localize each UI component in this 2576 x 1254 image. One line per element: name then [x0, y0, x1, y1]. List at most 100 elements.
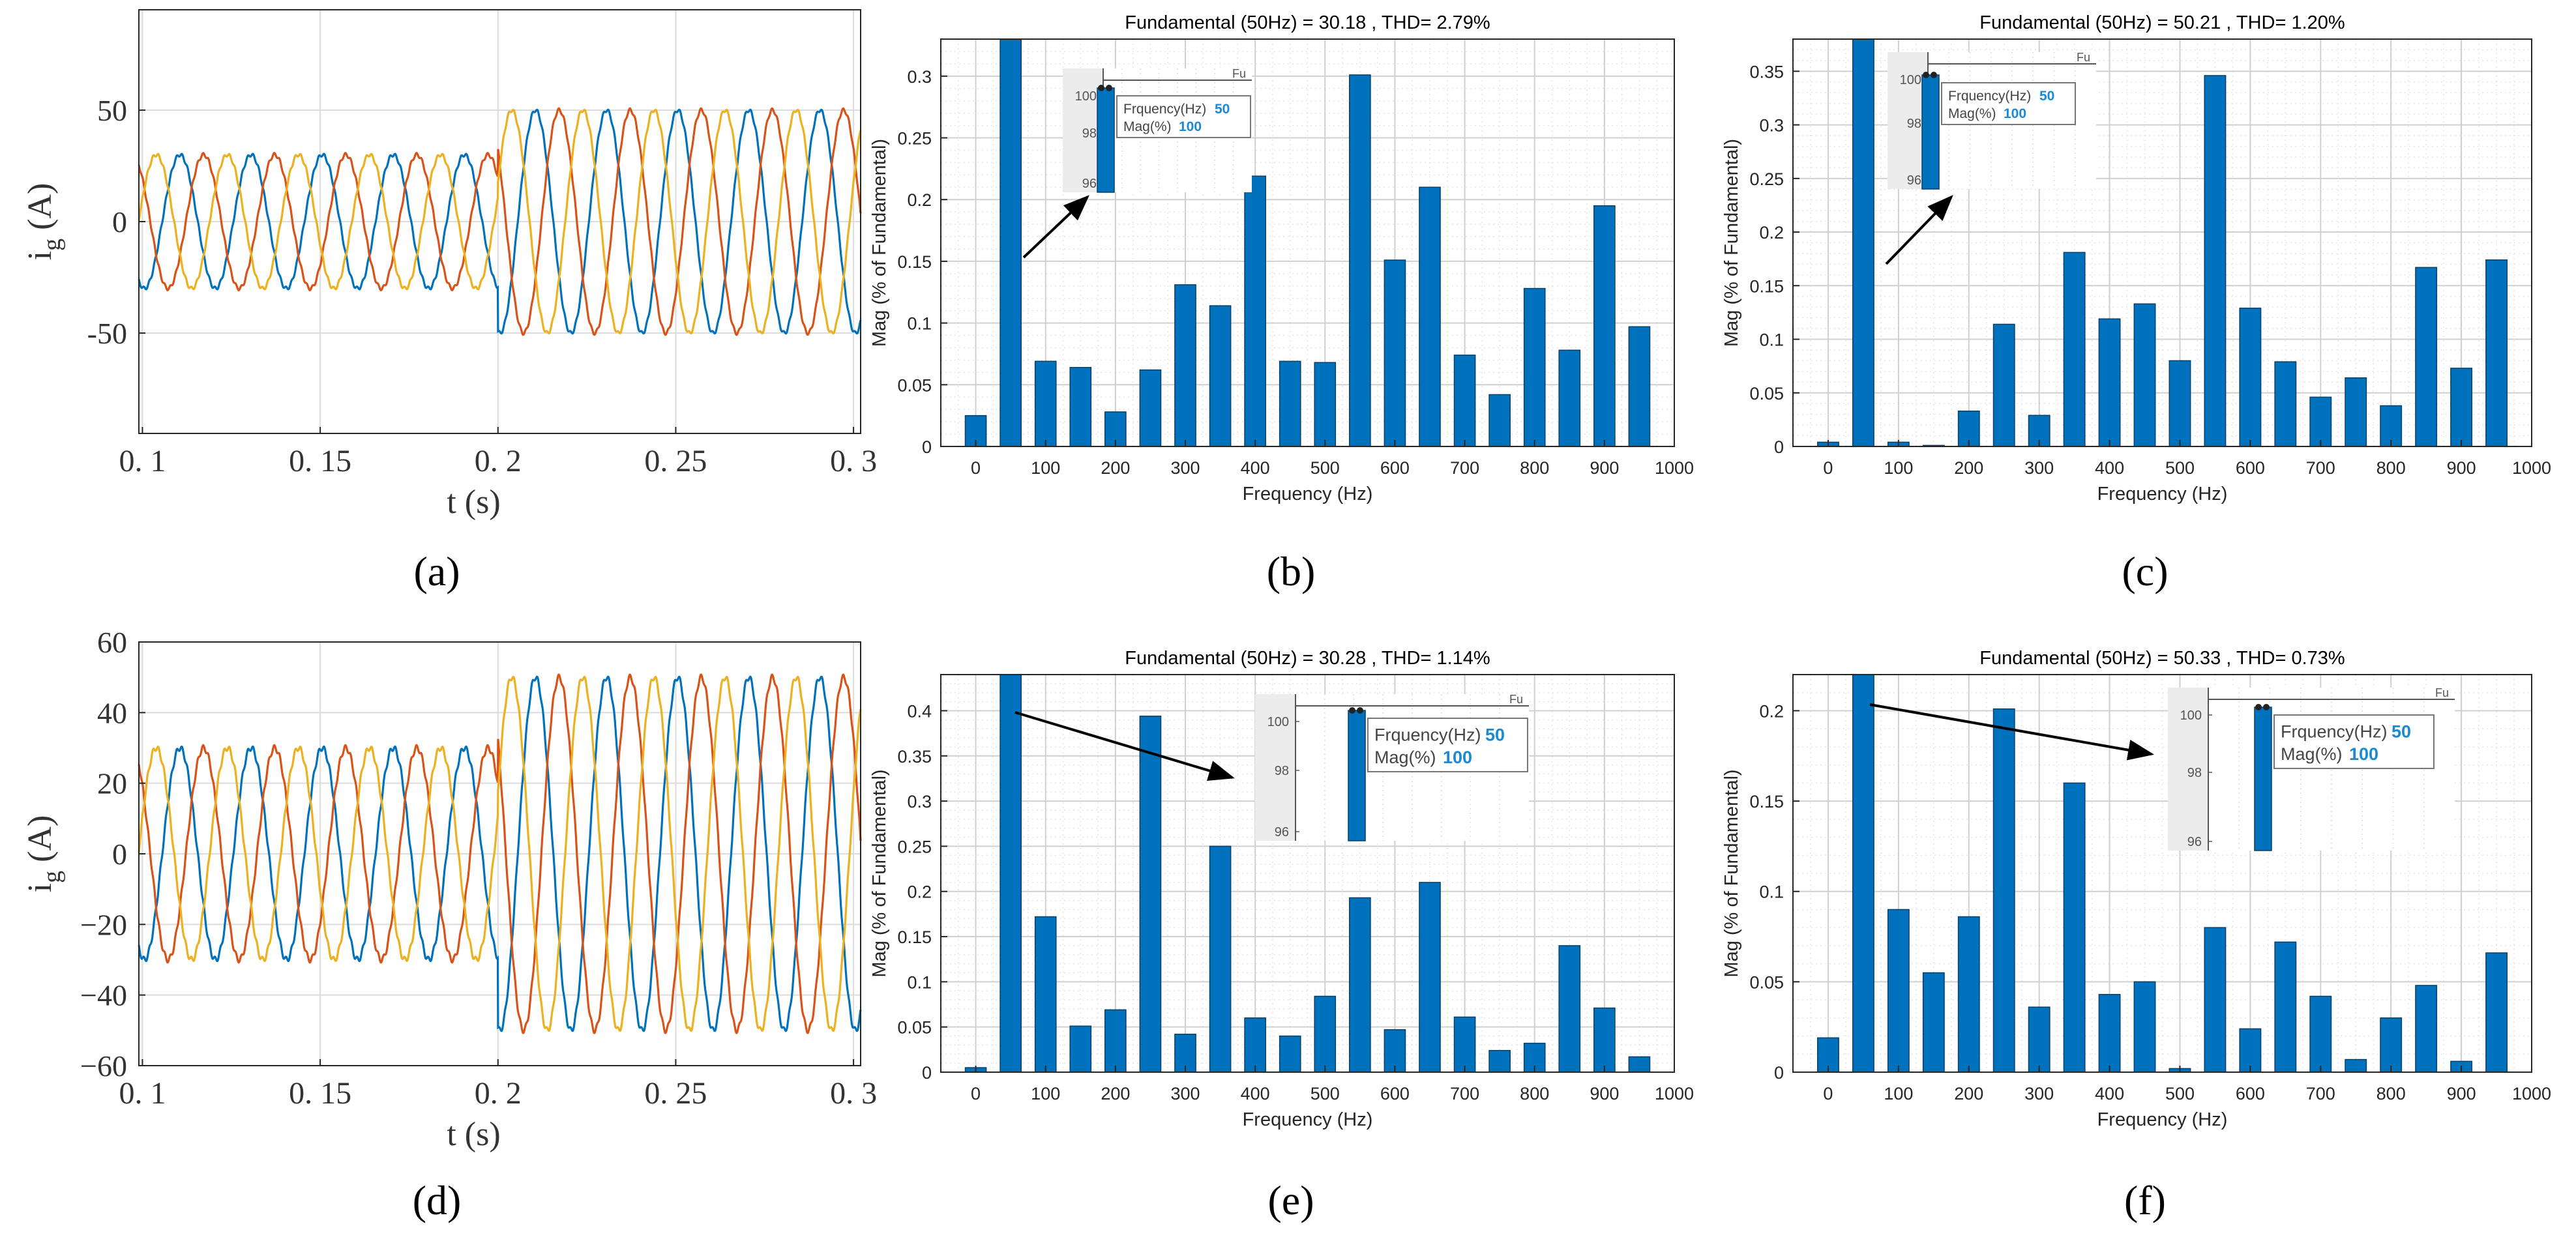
panel-caption-d: (d) — [412, 1177, 462, 1223]
bar — [1314, 362, 1337, 447]
chart-a: 0. 1 0. 15 0. 2 0. 25 0. 3 -50 0 50 t (s) ig (A) — [22, 9, 877, 521]
bar — [1069, 1025, 1092, 1073]
series-line-1 — [138, 108, 862, 335]
x-tick-label: 1000 — [1655, 458, 1694, 478]
datatip-box — [1941, 82, 2076, 125]
x-tick-label: 0 — [971, 458, 981, 478]
bar — [1992, 323, 2015, 447]
zoom-arrow — [1885, 195, 1953, 265]
datatip-mag-value: 100 — [1443, 748, 1472, 767]
datatip-mag-label: Mag(%) — [1948, 106, 1996, 121]
x-tick-label: 400 — [1241, 458, 1270, 478]
x-tick-label: 700 — [1450, 1084, 1479, 1103]
bar — [1852, 674, 1874, 1073]
bar — [2274, 941, 2297, 1073]
y-axis-label: Mag (% of Fundamental) — [869, 769, 890, 977]
y-tick-label: 0 — [922, 437, 932, 457]
x-axis-label: Frequency (Hz) — [2097, 484, 2228, 504]
series-line-1 — [138, 675, 862, 1032]
datatip-box — [1116, 95, 1251, 138]
x-tick-label: 0. 2 — [475, 444, 522, 478]
panel-caption-a: (a) — [413, 548, 460, 594]
inset-fundamental-bar — [1348, 710, 1366, 841]
inset-y-tick-label: 98 — [1907, 117, 1921, 131]
y-tick-label: 0.1 — [907, 314, 932, 334]
datatip-freq-label: Frquency(Hz) — [2281, 722, 2388, 741]
bar — [1488, 1049, 1511, 1073]
chart-f: 0 100 200 300 400 500 600 700 800 900 1000 0 0.05 0.1… — [1721, 648, 2551, 1130]
datatip-freq-value: 50 — [2039, 89, 2054, 104]
bar — [1523, 287, 1546, 447]
x-tick-label: 600 — [2236, 1084, 2265, 1103]
bar — [2098, 994, 2121, 1073]
x-tick-label: 900 — [1590, 1084, 1619, 1103]
inset-fundamental-bar — [1097, 87, 1115, 193]
bar — [1244, 1017, 1266, 1073]
x-tick-label: 1000 — [1655, 1084, 1694, 1103]
y-axis-label: Mag (% of Fundamental) — [1721, 769, 1742, 977]
y-tick-label: 0.3 — [907, 792, 932, 811]
y-tick-label: 0 — [112, 205, 127, 239]
bar — [1558, 349, 1581, 447]
y-tick-label: 0.05 — [897, 375, 932, 395]
zoom-arrow — [1022, 195, 1089, 259]
x-tick-label: 800 — [1520, 458, 1549, 478]
y-tick-label: 0.05 — [1749, 384, 1784, 403]
y-tick-label: 0.2 — [1759, 701, 1784, 721]
inset-y-tick-label: 98 — [1275, 764, 1289, 778]
x-axis-label: Frequency (Hz) — [2097, 1109, 2228, 1130]
bar — [1957, 916, 1980, 1073]
y-tick-label: 0 — [1774, 437, 1784, 457]
bar — [2345, 1058, 2367, 1073]
x-tick-label: 500 — [2165, 458, 2195, 478]
bar — [2133, 303, 2156, 447]
x-tick-label: 1000 — [2512, 1084, 2551, 1103]
datatip-mag-value: 100 — [2349, 744, 2378, 764]
y-tick-label: −60 — [80, 1049, 127, 1083]
x-tick-label: 900 — [2447, 458, 2476, 478]
inset-corner-text: Fu — [1509, 693, 1523, 706]
x-tick-label: 900 — [2447, 1084, 2476, 1103]
datatip-freq-label: Frquency(Hz) — [1123, 102, 1206, 117]
axes-frame — [940, 38, 1675, 447]
inset-y-tick-label: 96 — [1082, 177, 1097, 191]
bar — [1628, 1056, 1651, 1073]
x-tick-label: 600 — [2236, 458, 2265, 478]
y-tick-label: 0.15 — [897, 252, 932, 272]
inset-fundamental-bar — [2254, 707, 2272, 851]
zoom-arrow — [1869, 703, 2154, 761]
x-tick-label: 0. 3 — [830, 1076, 877, 1111]
y-tick-label: 0.05 — [897, 1018, 932, 1038]
bar — [999, 38, 1022, 447]
bar — [1174, 284, 1196, 447]
x-tick-label: 800 — [2376, 1084, 2406, 1103]
datatip-freq-label: Frquency(Hz) — [1374, 725, 1481, 744]
x-tick-label: 0. 15 — [289, 1076, 351, 1111]
bar — [1349, 74, 1371, 447]
bar — [1349, 897, 1371, 1073]
bar — [1104, 1009, 1127, 1073]
datatip-marker — [1357, 707, 1363, 714]
bar — [2204, 75, 2227, 447]
bar — [2415, 985, 2438, 1073]
datatip-marker — [1923, 72, 1929, 78]
x-tick-label: 300 — [2024, 458, 2054, 478]
y-tick-label: -50 — [87, 317, 127, 350]
inset-fundamental-bar — [1921, 74, 1940, 190]
y-axis-label: ig (A) — [22, 815, 66, 893]
bar — [1139, 716, 1162, 1073]
y-tick-label: 0 — [1774, 1063, 1784, 1083]
bar — [2028, 1006, 2050, 1073]
x-tick-label: 400 — [2095, 458, 2124, 478]
datatip-mag-value: 100 — [1179, 119, 1202, 134]
x-tick-label: 500 — [1310, 458, 1340, 478]
x-tick-label: 600 — [1380, 1084, 1410, 1103]
datatip-marker — [2263, 704, 2270, 710]
y-tick-label: 0.3 — [907, 67, 932, 87]
y-tick-label: 20 — [97, 767, 127, 800]
chart-c: 0 100 200 300 400 500 600 700 800 900 1000 0 0.05 0.1… — [1721, 12, 2551, 504]
inset-y-tick-label: 96 — [1275, 825, 1289, 839]
